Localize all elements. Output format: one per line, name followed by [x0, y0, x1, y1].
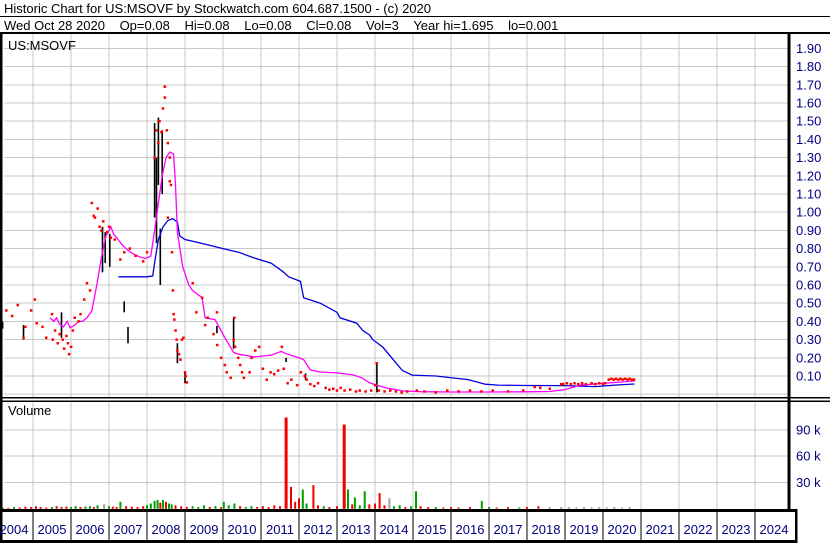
- volume-tick-label: 90 k: [796, 422, 821, 437]
- quote-date: Wed Oct 28 2020: [4, 18, 105, 33]
- quote-year-high: Year hi=1.695: [413, 18, 494, 33]
- gridlines: [4, 34, 788, 509]
- year-axis-labels: 2004 2005 2006 2007 2008 2009 2010 2011 2012 2013…: [0, 522, 788, 537]
- volume-axis-labels: 90 k 60 k 30 k: [796, 422, 821, 490]
- quote-close: Cl=0.08: [306, 18, 352, 33]
- year-tick-label: 2009: [190, 522, 219, 537]
- year-tick-label: 2005: [38, 522, 67, 537]
- year-tick-label: 2011: [266, 522, 294, 537]
- ma-fast-group: [49, 151, 635, 393]
- price-tick-label: 1.20: [796, 168, 821, 183]
- price-tick-label: 1.80: [796, 59, 821, 74]
- year-tick-label: 2014: [380, 522, 409, 537]
- ma-slow-group: [118, 217, 635, 388]
- close-dots: [0, 85, 636, 394]
- price-tick-label: 1.90: [796, 41, 821, 56]
- price-tick-label: 1.50: [796, 114, 821, 129]
- quote-volume: Vol=3: [366, 18, 399, 33]
- year-tick-label: 2015: [418, 522, 447, 537]
- price-tick-label: 0.30: [796, 332, 821, 347]
- price-volume-chart: 1.90 1.80 1.70 1.60 1.50 1.40 1.30 1.20 1.10 1.00…: [0, 34, 830, 543]
- year-tick-label: 2018: [532, 522, 561, 537]
- quote-year-low: lo=0.001: [508, 18, 559, 33]
- quote-summary-bar: Wed Oct 28 2020 Op=0.08 Hi=0.08 Lo=0.08 …: [0, 17, 830, 34]
- volume-pane-label: Volume: [8, 403, 52, 418]
- price-tick-label: 0.20: [796, 350, 821, 365]
- year-tick-label: 2017: [494, 522, 523, 537]
- ma-fast-line: [49, 151, 635, 393]
- price-tick-label: 0.40: [796, 314, 821, 329]
- volume-tick-label: 60 k: [796, 449, 821, 464]
- symbol-pane-label: US:MSOVF: [8, 38, 76, 53]
- year-tick-label: 2004: [0, 522, 28, 537]
- year-tick-label: 2019: [570, 522, 599, 537]
- price-tick-label: 1.70: [796, 77, 821, 92]
- price-axis-labels: 1.90 1.80 1.70 1.60 1.50 1.40 1.30 1.20 1.10 1.00…: [796, 41, 821, 384]
- price-tick-label: 1.00: [796, 205, 821, 220]
- price-tick-label: 0.60: [796, 278, 821, 293]
- borders: [0, 34, 830, 543]
- volume-bars: [1, 417, 631, 509]
- chart-title: Historic Chart for US:MSOVF by Stockwatc…: [4, 1, 432, 16]
- chart-title-bar: Historic Chart for US:MSOVF by Stockwatc…: [0, 0, 830, 17]
- quote-open: Op=0.08: [119, 18, 170, 33]
- year-tick-label: 2016: [456, 522, 485, 537]
- year-tick-label: 2012: [304, 522, 333, 537]
- quote-high: Hi=0.08: [184, 18, 230, 33]
- year-tick-label: 2008: [152, 522, 181, 537]
- quote-low: Lo=0.08: [244, 18, 292, 33]
- price-tick-label: 1.10: [796, 187, 821, 202]
- ma-slow-line: [118, 217, 635, 388]
- year-tick-label: 2023: [722, 522, 751, 537]
- volume-tick-label: 30 k: [796, 475, 821, 490]
- price-tick-label: 0.90: [796, 223, 821, 238]
- price-tick-label: 0.50: [796, 296, 821, 311]
- year-tick-label: 2010: [228, 522, 257, 537]
- year-tick-label: 2020: [608, 522, 637, 537]
- price-tick-label: 0.10: [796, 369, 821, 384]
- year-tick-label: 2007: [114, 522, 143, 537]
- year-tick-label: 2006: [76, 522, 105, 537]
- price-tick-label: 0.80: [796, 241, 821, 256]
- price-tick-label: 1.40: [796, 132, 821, 147]
- year-tick-label: 2013: [342, 522, 371, 537]
- year-tick-label: 2024: [760, 522, 789, 537]
- year-tick-label: 2021: [646, 522, 675, 537]
- year-tick-label: 2022: [684, 522, 713, 537]
- price-tick-label: 0.70: [796, 259, 821, 274]
- price-tick-label: 1.30: [796, 150, 821, 165]
- price-tick-label: 1.60: [796, 96, 821, 111]
